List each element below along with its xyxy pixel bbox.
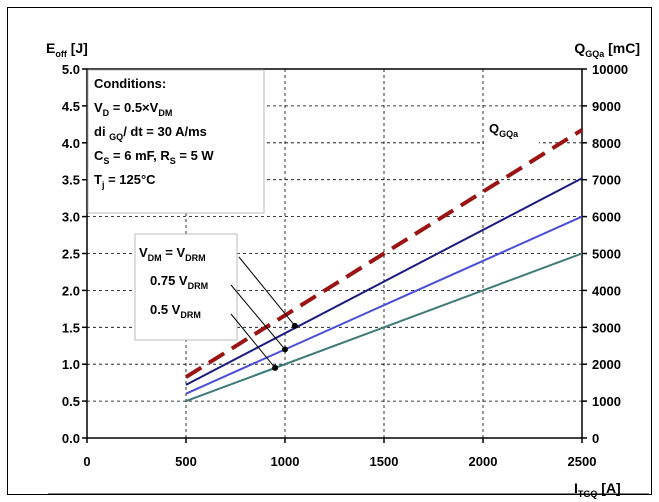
y-left-tick-label: 0.5 xyxy=(62,394,80,409)
q-label-box xyxy=(484,113,539,147)
series-label-q: QGQa xyxy=(489,121,519,139)
y-left-tick-label: 4.0 xyxy=(62,136,80,151)
x-tick-label: 1500 xyxy=(370,454,399,469)
text-part: di xyxy=(94,124,109,139)
subscript: TGQ xyxy=(578,489,598,499)
x-tick-label: 0 xyxy=(83,454,90,469)
subscript: DRM xyxy=(188,281,209,291)
subscript: S xyxy=(170,156,176,166)
text-part: = 5 W xyxy=(176,148,215,163)
series-line-2 xyxy=(185,252,583,403)
series-line-1 xyxy=(185,215,583,395)
y-right-tick-label: 8000 xyxy=(592,136,621,151)
series-line-0 xyxy=(185,177,583,386)
subscript: GQ xyxy=(109,132,123,142)
y-right-tick-label: 0 xyxy=(592,431,599,446)
pointer-line xyxy=(230,313,276,369)
y-right-tick-label: 1000 xyxy=(592,394,621,409)
pointer-dot xyxy=(291,322,298,329)
y-left-tick-label: 2.0 xyxy=(62,283,80,298)
conditions-box xyxy=(87,69,265,214)
text-part: V xyxy=(94,100,103,115)
subscript: DRM xyxy=(180,310,201,320)
y-right-tick-label: 10000 xyxy=(592,62,628,77)
series-label-2: 0.5 VDRM xyxy=(150,302,201,320)
text-part: I xyxy=(574,480,578,496)
conditions-line: di GQ/ dt = 30 A/ms xyxy=(94,124,207,142)
y-right-tick-label: 9000 xyxy=(592,99,621,114)
text-part: [J] xyxy=(67,40,88,56)
y-right-tick-label: 3000 xyxy=(592,320,621,335)
y-left-tick-label: 5.0 xyxy=(62,62,80,77)
y-left-tick-label: 2.5 xyxy=(62,247,80,262)
subscript: DRM xyxy=(185,253,206,263)
y-right-tick-label: 7000 xyxy=(592,173,621,188)
y-left-tick-label: 3.0 xyxy=(62,210,80,225)
series-line-3 xyxy=(184,128,584,379)
text-part: = 125°C xyxy=(104,172,156,187)
text-part: C xyxy=(94,148,104,163)
conditions-line: CS = 6 mF, RS = 5 W xyxy=(94,148,214,166)
x-axis-title: ITGQ [A] xyxy=(574,480,621,499)
text-part: = 6 mF, R xyxy=(109,148,170,163)
subscript: GQa xyxy=(499,129,519,139)
subscript: DM xyxy=(158,108,172,118)
y-right-tick-label: 2000 xyxy=(592,357,621,372)
y-right-tick-label: 5000 xyxy=(592,247,621,262)
conditions-line: VD = 0.5×VDM xyxy=(94,100,172,118)
text-part: / dt = 30 A/ms xyxy=(123,124,207,139)
pointer-line xyxy=(230,284,286,350)
text-part: = V xyxy=(162,245,186,260)
y-left-tick-label: 4.5 xyxy=(62,99,80,114)
y-left-tick-label: 1.5 xyxy=(62,320,80,335)
conditions-title: Conditions: xyxy=(94,76,166,91)
text-part: 0.75 V xyxy=(150,273,188,288)
y-left-tick-label: 3.5 xyxy=(62,173,80,188)
y-left-tick-label: 0.0 xyxy=(62,431,80,446)
y-left-tick-label: 1.0 xyxy=(62,357,80,372)
x-tick-label: 500 xyxy=(175,454,197,469)
voltage-label-box xyxy=(134,233,238,341)
pointer-dot xyxy=(272,364,279,371)
text-part: [A] xyxy=(597,480,620,496)
series-label-1: 0.75 VDRM xyxy=(150,273,208,291)
text-part: Q xyxy=(574,40,585,56)
y-left-axis-title: Eoff [J] xyxy=(46,40,88,59)
subscript: j xyxy=(101,180,105,190)
text-part: [mC] xyxy=(604,40,640,56)
conditions-line: Tj = 125°C xyxy=(94,172,156,190)
text-part: Q xyxy=(489,121,499,136)
text-part: = 0.5×V xyxy=(109,100,158,115)
subscript: D xyxy=(103,108,110,118)
text-part: T xyxy=(94,172,102,187)
y-right-tick-label: 6000 xyxy=(592,210,621,225)
x-tick-label: 1000 xyxy=(271,454,300,469)
subscript: off xyxy=(55,49,67,59)
subscript: GQa xyxy=(585,49,605,59)
text-part: E xyxy=(46,40,55,56)
pointer-line xyxy=(238,256,296,327)
y-right-axis-title: QGQa [mC] xyxy=(574,40,640,59)
series-label-0: VDM = VDRM xyxy=(139,245,206,263)
subscript: DM xyxy=(148,253,162,263)
pointer-dot xyxy=(282,346,288,353)
text-part: V xyxy=(139,245,148,260)
x-tick-label: 2500 xyxy=(568,454,597,469)
y-right-tick-label: 4000 xyxy=(592,283,621,298)
text-part: 0.5 V xyxy=(150,302,181,317)
x-tick-label: 2000 xyxy=(469,454,498,469)
subscript: S xyxy=(103,156,109,166)
